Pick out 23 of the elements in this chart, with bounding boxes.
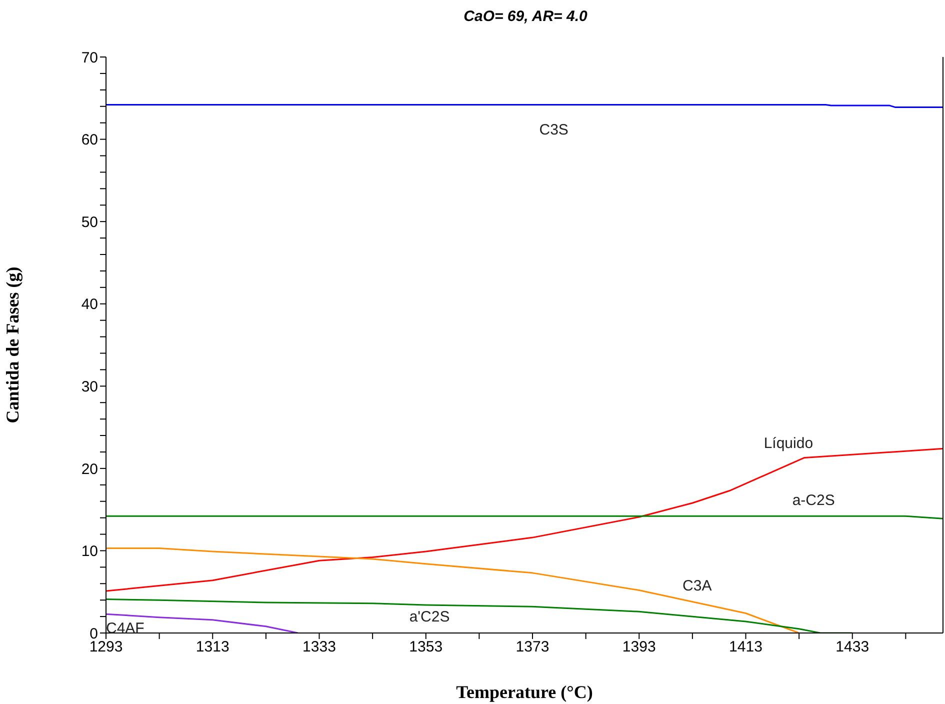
series-label: a-C2S: [792, 492, 835, 510]
line-series: [106, 547, 800, 633]
y-axis-title: Cantida de Fases (g): [2, 266, 22, 424]
series-label: C3S: [539, 122, 568, 139]
series-label: C3A: [682, 577, 712, 594]
x-tick-label: 1413: [729, 638, 762, 656]
y-tick-label: 50: [81, 214, 98, 231]
x-tick-label: 1393: [622, 638, 656, 656]
x-tick-label: 1433: [836, 638, 870, 656]
y-tick-label: 10: [81, 543, 98, 560]
x-tick-label: 1333: [302, 638, 336, 656]
y-tick-label: 30: [81, 378, 98, 396]
y-tick-label: 70: [81, 49, 98, 66]
chart-title: CaO= 69, AR= 4.0: [462, 8, 588, 25]
y-tick-label: 20: [81, 460, 98, 478]
x-tick-label: 1313: [196, 638, 230, 656]
series-label: Líquido: [764, 434, 814, 452]
x-axis-title: Temperature (°C): [456, 682, 593, 702]
y-tick-label: 40: [81, 296, 98, 314]
y-tick-label: 60: [81, 132, 98, 149]
x-tick-label: 1353: [409, 638, 443, 656]
x-tick-label: 1373: [516, 638, 550, 656]
series-label: a'C2S: [409, 608, 450, 626]
